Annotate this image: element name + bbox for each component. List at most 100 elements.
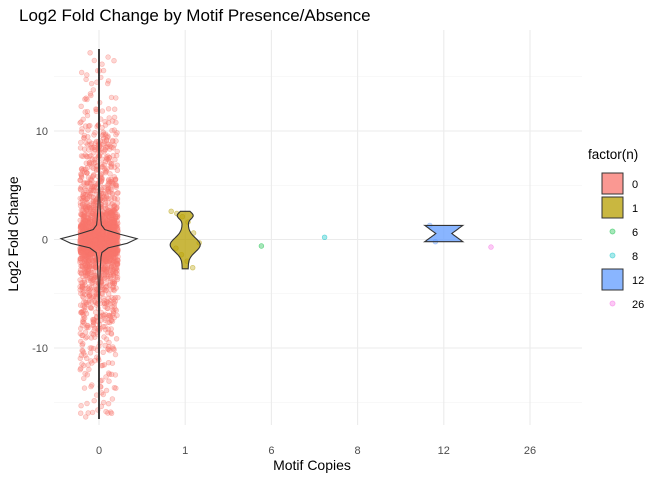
data-point bbox=[101, 258, 107, 265]
data-point bbox=[84, 201, 91, 208]
data-point bbox=[100, 235, 106, 241]
data-point bbox=[78, 119, 84, 125]
data-point bbox=[109, 212, 116, 218]
data-point bbox=[103, 206, 110, 212]
data-point bbox=[98, 238, 104, 244]
data-point bbox=[88, 251, 94, 257]
data-point bbox=[103, 137, 110, 143]
legend-label: 1 bbox=[632, 203, 638, 215]
data-point bbox=[81, 135, 87, 141]
data-point bbox=[82, 285, 88, 292]
data-point bbox=[114, 274, 121, 280]
data-point bbox=[93, 228, 100, 234]
data-point bbox=[84, 261, 91, 268]
data-point bbox=[110, 240, 117, 246]
data-point bbox=[91, 317, 97, 324]
data-point bbox=[83, 223, 90, 230]
data-point bbox=[88, 235, 94, 241]
data-point bbox=[86, 293, 93, 299]
data-point bbox=[101, 162, 107, 168]
data-point bbox=[113, 152, 120, 159]
data-point bbox=[103, 252, 109, 259]
data-point bbox=[100, 141, 106, 147]
data-point bbox=[87, 270, 93, 276]
data-point bbox=[107, 234, 113, 241]
chart-title: Log2 Fold Change by Motif Presence/Absen… bbox=[19, 6, 371, 25]
data-point bbox=[110, 279, 117, 285]
data-point bbox=[110, 247, 116, 253]
data-point bbox=[94, 245, 101, 252]
data-point bbox=[78, 249, 84, 255]
data-point bbox=[84, 170, 90, 176]
data-point bbox=[82, 169, 88, 175]
data-point bbox=[105, 78, 112, 84]
data-point bbox=[100, 287, 106, 293]
data-point bbox=[87, 345, 93, 351]
data-point bbox=[77, 267, 84, 273]
data-point bbox=[94, 228, 100, 235]
data-point bbox=[85, 174, 92, 181]
data-point bbox=[104, 259, 110, 266]
data-point bbox=[81, 268, 88, 274]
data-point bbox=[87, 350, 94, 356]
data-point bbox=[109, 261, 116, 267]
data-point bbox=[108, 225, 114, 231]
data-point bbox=[88, 212, 95, 219]
data-point bbox=[102, 342, 108, 349]
data-point bbox=[105, 223, 111, 230]
data-point bbox=[114, 223, 120, 229]
data-point bbox=[80, 234, 87, 241]
data-point bbox=[112, 251, 118, 257]
data-point bbox=[90, 244, 96, 250]
data-point bbox=[101, 141, 107, 147]
data-point bbox=[94, 244, 100, 250]
data-point bbox=[88, 187, 94, 193]
data-point bbox=[101, 334, 107, 340]
data-point bbox=[100, 184, 106, 191]
data-point bbox=[87, 237, 94, 244]
data-point bbox=[111, 142, 117, 148]
data-point bbox=[114, 221, 120, 227]
data-point bbox=[100, 191, 106, 197]
data-point bbox=[84, 221, 90, 228]
data-point bbox=[107, 220, 113, 226]
data-point bbox=[88, 236, 95, 243]
data-point bbox=[78, 222, 84, 228]
data-point bbox=[101, 239, 107, 246]
data-point bbox=[107, 238, 114, 244]
data-point bbox=[107, 254, 113, 260]
data-point bbox=[108, 240, 114, 247]
data-point bbox=[100, 295, 107, 301]
data-point bbox=[78, 174, 85, 181]
data-point bbox=[88, 140, 95, 147]
data-point bbox=[84, 258, 90, 264]
data-point bbox=[101, 275, 107, 282]
data-point bbox=[100, 349, 106, 355]
data-point bbox=[78, 309, 85, 316]
data-point bbox=[79, 322, 86, 329]
data-point bbox=[100, 266, 107, 273]
data-point bbox=[106, 219, 113, 225]
data-point bbox=[110, 203, 117, 210]
data-point bbox=[108, 287, 114, 293]
data-point bbox=[105, 133, 111, 139]
data-point bbox=[77, 186, 84, 192]
data-point bbox=[91, 275, 98, 281]
data-point bbox=[86, 249, 93, 255]
data-point bbox=[113, 240, 120, 246]
data-point bbox=[109, 232, 116, 239]
data-point bbox=[101, 298, 108, 304]
data-point bbox=[105, 295, 112, 301]
data-point bbox=[102, 236, 108, 243]
data-point bbox=[100, 209, 107, 215]
data-point bbox=[83, 269, 89, 275]
data-point bbox=[96, 236, 102, 242]
data-point bbox=[102, 234, 108, 241]
data-point bbox=[80, 223, 87, 229]
data-point bbox=[79, 236, 86, 243]
data-point bbox=[91, 272, 97, 279]
data-point bbox=[84, 264, 90, 270]
data-point bbox=[112, 238, 118, 244]
data-point bbox=[111, 217, 118, 223]
data-point bbox=[89, 174, 96, 180]
